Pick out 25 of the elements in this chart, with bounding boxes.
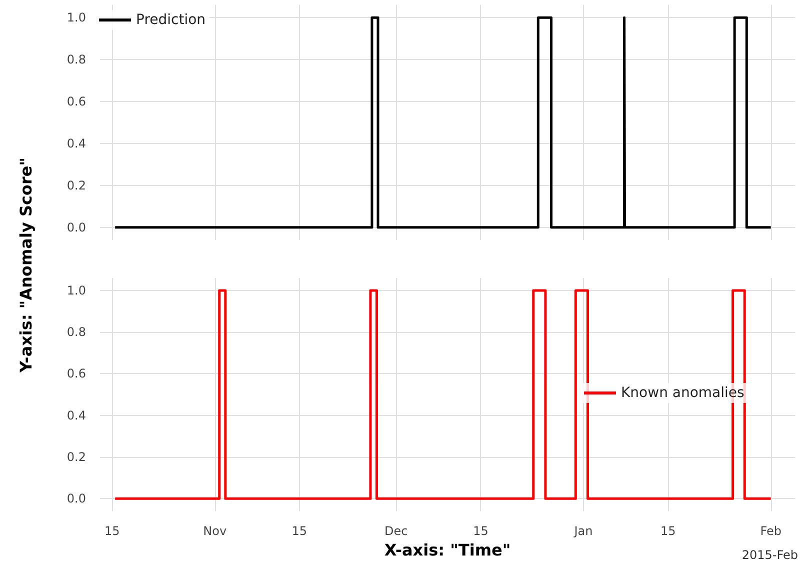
y-tick-label: 0.6 bbox=[66, 366, 86, 381]
x-tick-label: Feb bbox=[760, 524, 782, 538]
text: 2015-Feb bbox=[742, 548, 798, 562]
y-tick-label: 1.0 bbox=[66, 283, 86, 298]
y-tick-label: 0.6 bbox=[66, 94, 86, 109]
x-tick-label: 15 bbox=[292, 524, 308, 538]
x-tick-label: Jan bbox=[573, 524, 593, 538]
legend-label: Known anomalies bbox=[621, 385, 744, 401]
legend-label: Prediction bbox=[136, 12, 206, 28]
x-tick-label: 15 bbox=[104, 524, 120, 538]
x-axis-title: X-axis: "Time" bbox=[384, 540, 511, 560]
x-tick-label: 15 bbox=[473, 524, 488, 538]
y-tick-label: 0.0 bbox=[66, 492, 86, 506]
x-tick-label: 15 bbox=[660, 524, 676, 538]
y-tick-label: 0.0 bbox=[66, 220, 86, 234]
y-tick-label: 0.8 bbox=[66, 52, 86, 67]
y-axis-title: Y-axis: "Anomaly Score" bbox=[16, 157, 36, 373]
y-tick-label: 1.0 bbox=[66, 10, 86, 25]
y-tick-label: 0.4 bbox=[66, 136, 86, 150]
x-tick-label: Dec bbox=[384, 524, 408, 538]
y-tick-label: 0.4 bbox=[66, 408, 86, 422]
y-tick-label: 0.8 bbox=[66, 325, 86, 340]
y-tick-label: 0.2 bbox=[66, 178, 86, 192]
y-tick-label: 0.2 bbox=[66, 450, 86, 464]
x-tick-label: Nov bbox=[203, 524, 227, 538]
